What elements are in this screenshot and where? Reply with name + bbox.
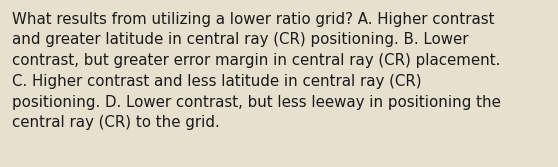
- Text: What results from utilizing a lower ratio grid? A. Higher contrast
and greater l: What results from utilizing a lower rati…: [12, 12, 501, 130]
